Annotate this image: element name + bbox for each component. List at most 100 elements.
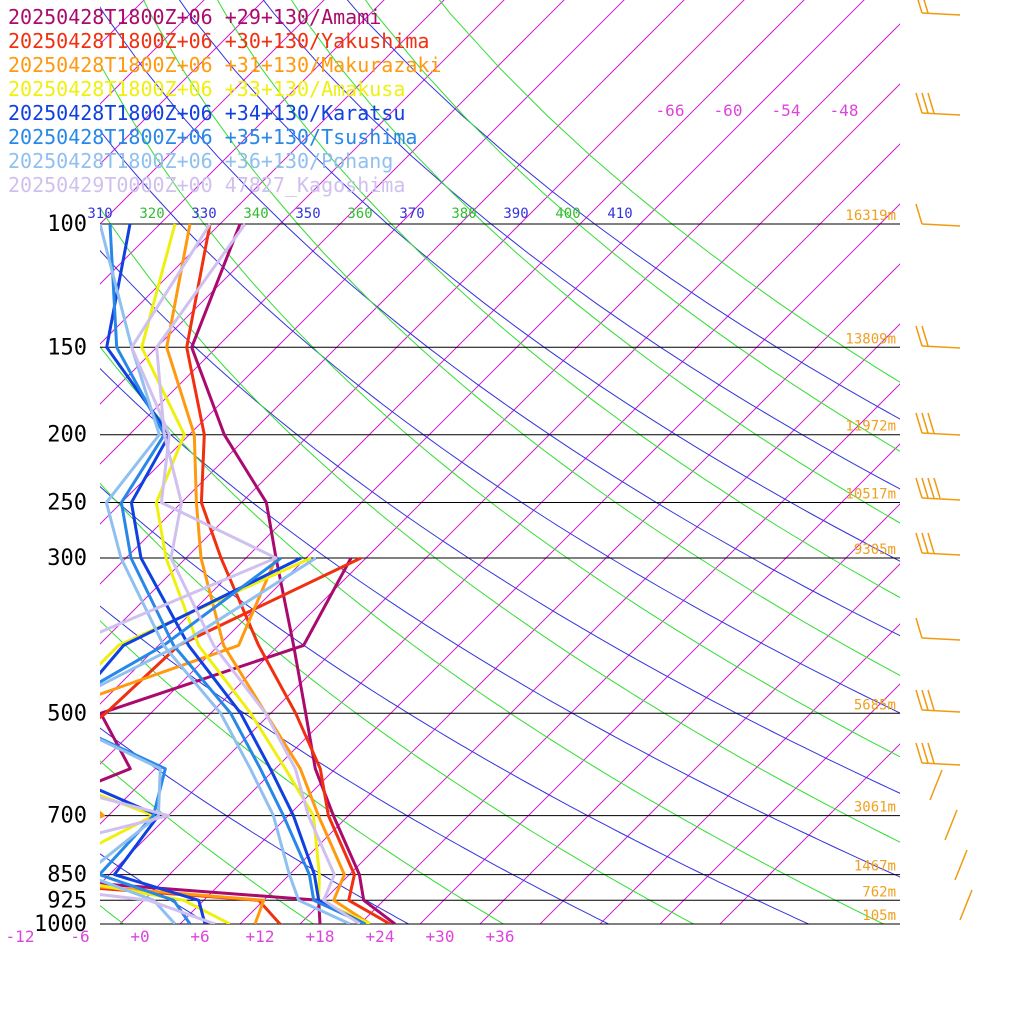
mixing-label-0: -66 [656, 101, 685, 120]
wind-barb-1 [921, 112, 961, 116]
legend-entry-0: 20250428T1800Z+06 +29+130/Amami [8, 5, 381, 29]
height-label-300: 9305m [854, 542, 896, 558]
wind-barb-flag [915, 532, 923, 554]
mixing-line [359, 383, 900, 924]
legend: 20250428T1800Z+06 +29+130/Amami 20250428T… [8, 5, 441, 197]
pressure-label-200: 200 [47, 423, 87, 448]
moist-adiabat [438, 0, 900, 383]
temperature-line-6 [100, 223, 351, 924]
wind-barb-flag [915, 689, 923, 711]
height-label-250: 10517m [845, 487, 896, 503]
dewpoint-line-7 [100, 223, 278, 924]
mixing-line [719, 743, 900, 924]
temperature-line-4 [105, 223, 366, 924]
pressure-label-500: 500 [47, 701, 87, 726]
dry-adiabat [100, 129, 900, 714]
mixing-line [100, 0, 805, 705]
legend-entry-6: 20250428T1800Z+06 +36+130/Pohang [8, 149, 393, 173]
sounding-series [100, 223, 396, 924]
x-tick-+0: +0 [130, 927, 149, 946]
theta-label-360: 360 [347, 206, 372, 222]
mixing-line [100, 0, 325, 225]
moist-adiabat [100, 345, 885, 924]
height-label-1000: 105m [862, 908, 896, 924]
mixing-line [100, 0, 265, 165]
pressure-label-100: 100 [47, 212, 87, 237]
temperature-line-1 [185, 223, 391, 924]
legend-entry-2: 20250428T1800Z+06 +31+130/Makurazaki [8, 53, 441, 77]
moist-adiabat [100, 207, 900, 843]
theta-label-410: 410 [607, 206, 632, 222]
mixing-ratio-lines [100, 0, 900, 924]
wind-barb-flag [921, 412, 929, 434]
legend-entry-4: 20250428T1800Z+06 +34+130/Karatsu [8, 101, 405, 125]
mixing-line [100, 0, 145, 45]
mixing-line [100, 0, 565, 465]
wind-barb-low-1 [944, 809, 958, 841]
height-label-100: 16319m [845, 208, 896, 224]
temperature-line-0 [190, 223, 396, 924]
temperature-line-2 [165, 223, 371, 924]
wind-barb-7 [921, 637, 961, 641]
mixing-label-2: -54 [772, 101, 801, 120]
wind-barb-flag [921, 325, 929, 347]
wind-barb-flag [921, 689, 929, 711]
wind-barb-low-2 [954, 849, 968, 881]
temperature-line-3 [140, 223, 371, 924]
mixing-line [100, 0, 445, 345]
moist-adiabat [100, 62, 900, 758]
mixing-label-1: -60 [714, 101, 743, 120]
wind-barb-flag [927, 532, 935, 554]
wind-barb-flag [927, 689, 935, 711]
wind-barb-flag [927, 412, 935, 434]
x-tick-+24: +24 [366, 927, 395, 946]
temperature-line-5 [108, 223, 366, 924]
dewpoint-line-6 [100, 556, 317, 924]
mixing-line [100, 0, 625, 525]
moist-adiabat [100, 482, 695, 924]
dewpoint-line-0 [100, 557, 353, 924]
moist-adiabat [100, 760, 315, 924]
theta-label-400: 400 [555, 206, 580, 222]
wind-barb-flag [933, 477, 941, 499]
x-tick-+18: +18 [306, 927, 335, 946]
wind-barb-4 [921, 432, 961, 436]
temperature-ticks: -36-30-24-18-12-6+0+6+12+18+24+30+36 [6, 927, 515, 946]
theta-label-350: 350 [295, 206, 320, 222]
moist-adiabat [290, 0, 900, 524]
legend-entry-5: 20250428T1800Z+06 +35+130/Tsushima [8, 125, 417, 149]
x-tick-+36: +36 [486, 927, 515, 946]
wind-barb-flag [921, 92, 929, 114]
wind-barb-6 [921, 552, 961, 556]
dry-adiabat [100, 367, 900, 878]
mixing-line [539, 563, 900, 924]
mixing-label-3: -48 [830, 101, 859, 120]
wind-barb-flag [921, 477, 929, 499]
dry-adiabat [100, 6, 900, 637]
mixing-line [100, 0, 685, 585]
mixing-line [419, 443, 900, 924]
pressure-label-250: 250 [47, 491, 87, 516]
mixing-line [100, 23, 900, 825]
theta-label-370: 370 [399, 206, 424, 222]
wind-barb-flag [915, 617, 923, 639]
wind-barb-flag [927, 742, 935, 764]
x-tick--12: -12 [6, 927, 35, 946]
theta-labels: 310 320 330 340 350 360 370 380 390 400 410 [87, 206, 632, 222]
mixing-line [239, 263, 900, 924]
wind-barb-flag [921, 532, 929, 554]
moist-adiabat [143, 0, 900, 676]
mixing-line [119, 143, 900, 924]
pressure-label-700: 700 [47, 804, 87, 829]
wind-barb-flag [927, 477, 935, 499]
isobars: 100 16319m 150 13809m 200 11972m 250 10517m 300 9… [34, 208, 900, 937]
wind-barb-8 [921, 709, 961, 713]
wind-barb-flag [915, 412, 923, 434]
height-label-700: 3061m [854, 800, 896, 816]
mixing-line [100, 0, 205, 105]
wind-barb-flag [923, 0, 929, 14]
theta-label-320: 320 [139, 206, 164, 222]
mixing-line [299, 323, 900, 924]
